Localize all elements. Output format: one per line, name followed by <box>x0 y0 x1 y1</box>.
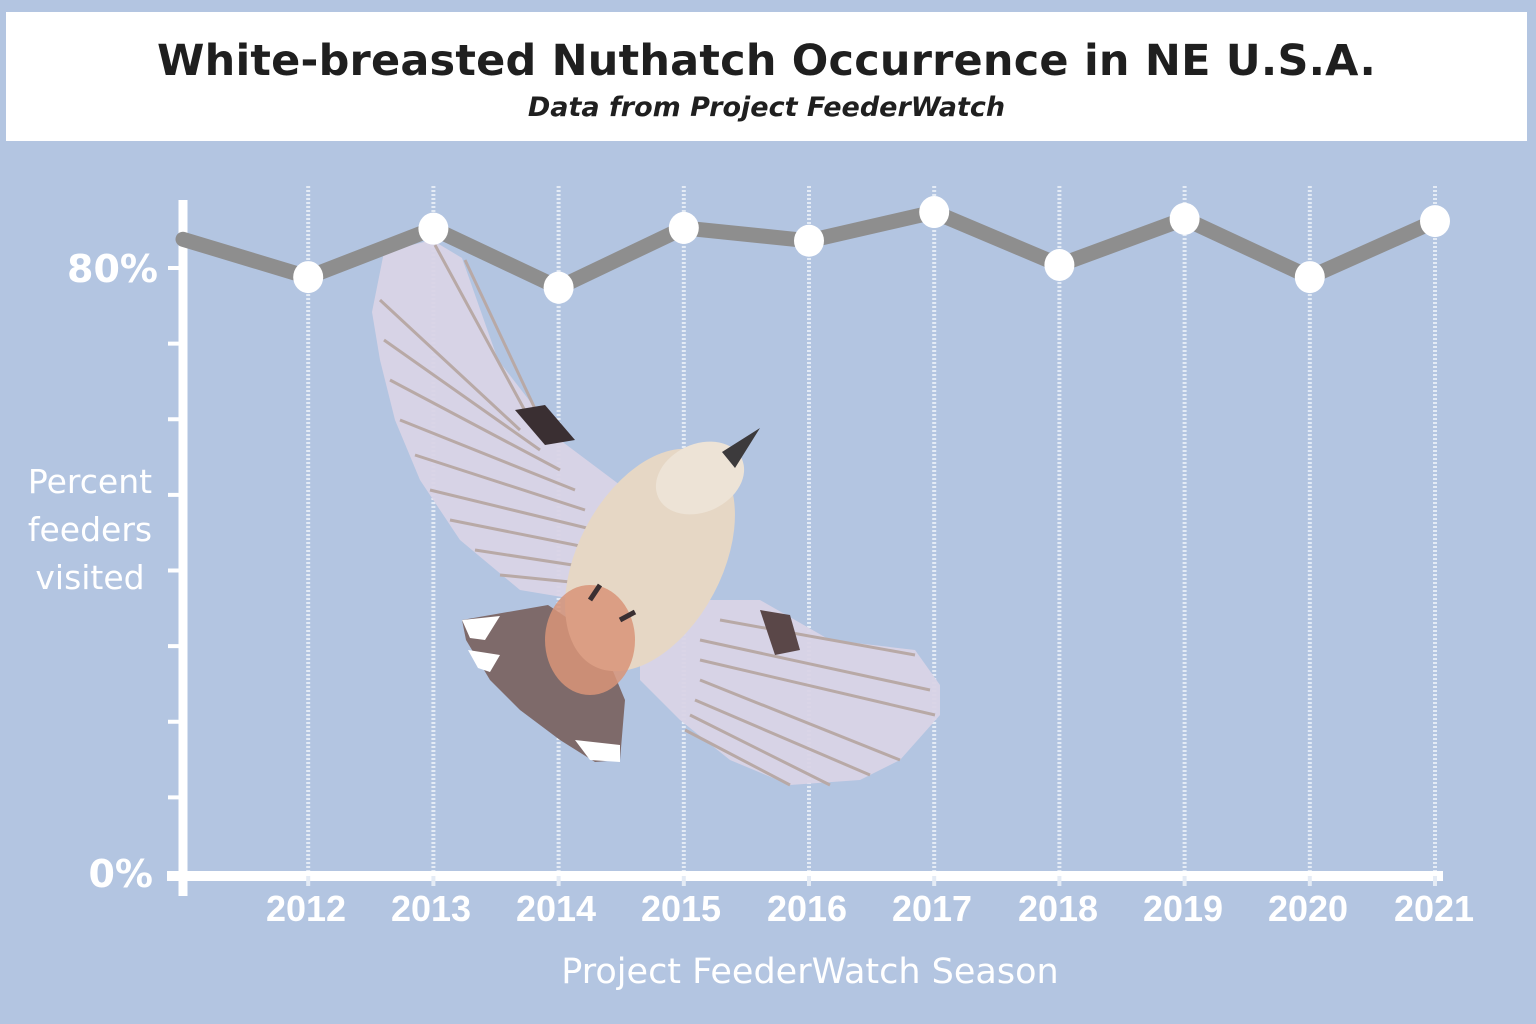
y-axis-label: Percent feeders visited <box>0 458 180 602</box>
y-axis-label-line-3: visited <box>35 558 145 597</box>
x-axis-ticks <box>306 876 1437 886</box>
data-markers <box>293 196 1450 304</box>
x-tick-label: 2013 <box>390 888 472 929</box>
x-tick-label: 2021 <box>1393 888 1475 929</box>
y-tick-label-0: 0% <box>88 852 153 896</box>
data-point-marker <box>1420 205 1450 238</box>
data-point-marker <box>418 212 449 245</box>
y-axis-label-line-2: feeders <box>27 510 153 549</box>
data-point-marker <box>1294 261 1325 294</box>
x-tick-label: 2019 <box>1142 888 1224 929</box>
nuthatch-photo <box>372 240 940 787</box>
title-box: White-breasted Nuthatch Occurrence in NE… <box>6 12 1527 141</box>
x-tick-label: 2012 <box>265 888 347 929</box>
x-tick-label: 2018 <box>1017 888 1099 929</box>
data-point-marker <box>543 271 574 304</box>
x-tick-label: 2014 <box>515 888 597 929</box>
x-tick-label: 2016 <box>766 888 848 929</box>
data-point-marker <box>919 196 950 229</box>
x-axis-label: Project FeederWatch Season <box>561 952 1059 992</box>
data-point-marker <box>668 211 699 244</box>
x-tick-label: 2017 <box>891 888 973 929</box>
data-point-marker <box>1044 248 1075 281</box>
x-tick-label: 2015 <box>640 888 722 929</box>
y-axis-label-line-1: Percent <box>27 462 153 501</box>
chart-subtitle: Data from Project FeederWatch <box>527 92 1006 123</box>
x-tick-label: 2020 <box>1267 888 1349 929</box>
chart-title: White-breasted Nuthatch Occurrence in NE… <box>157 36 1376 86</box>
y-tick-label-80: 80% <box>67 247 158 291</box>
data-point-marker <box>1169 202 1200 235</box>
data-point-marker <box>293 261 324 294</box>
data-point-marker <box>794 224 824 257</box>
